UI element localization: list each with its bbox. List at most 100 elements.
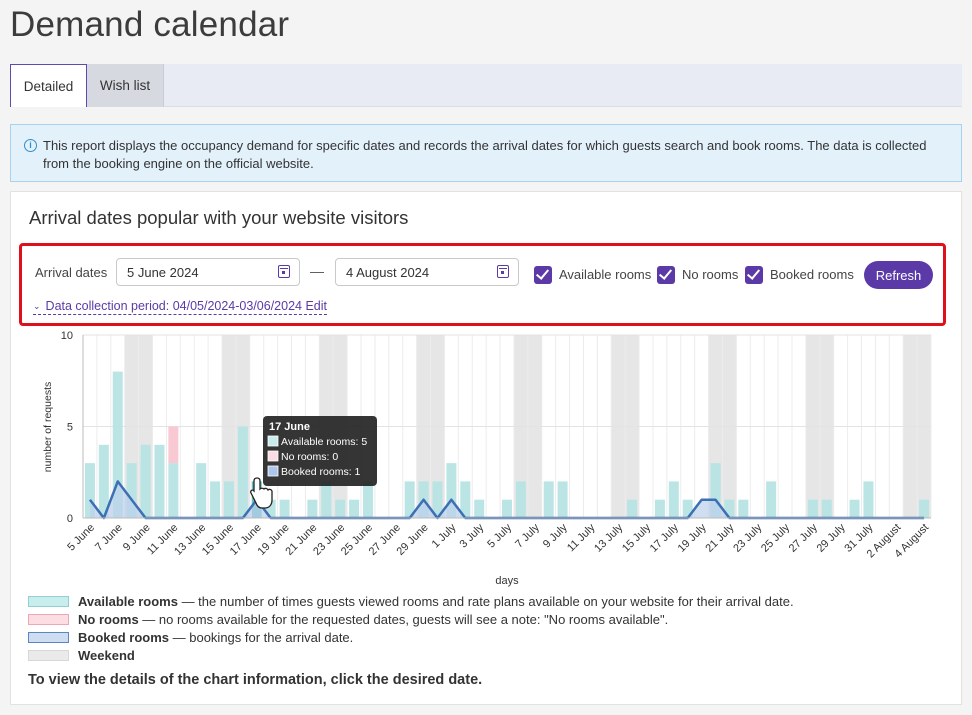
legend-name-no-rooms: No rooms <box>78 612 139 627</box>
bar-available <box>821 499 832 518</box>
bar-available <box>237 426 248 518</box>
bar-available <box>210 481 221 518</box>
booked-rooms-label[interactable]: Booked rooms <box>770 267 854 282</box>
bar-available <box>307 499 318 518</box>
bar-available <box>98 444 109 518</box>
bar-available <box>112 371 123 518</box>
bar-available <box>404 481 415 518</box>
bar-available <box>515 481 526 518</box>
calendar-icon[interactable] <box>497 265 509 278</box>
bar-available <box>196 463 207 518</box>
info-icon: i <box>24 139 37 152</box>
date-from-input[interactable]: 5 June 2024 <box>116 258 300 286</box>
page-title: Demand calendar <box>10 5 290 44</box>
x-tick-label: 1 July <box>430 521 459 550</box>
hand-cursor-shape <box>250 477 273 509</box>
legend-name-available: Available rooms <box>78 594 178 609</box>
bar-available <box>863 481 874 518</box>
bar-available <box>279 499 290 518</box>
bar-available <box>654 499 665 518</box>
x-tick-label: 25 July <box>759 521 792 554</box>
chevron-down-icon: ⌄ <box>33 301 41 311</box>
bar-available <box>446 463 457 518</box>
bar-available <box>501 499 513 518</box>
tooltip-line: Booked rooms: 1 <box>281 466 361 478</box>
tooltip-title: 17 June <box>269 421 310 433</box>
chart-tooltip <box>263 416 377 486</box>
bar-available <box>849 499 860 518</box>
x-tick-label: 29 July <box>815 521 848 554</box>
bar-available <box>223 481 234 518</box>
x-tick-label: 5 July <box>485 521 514 550</box>
legend-swatch-booked <box>28 632 69 643</box>
legend-swatch-weekend <box>28 650 69 661</box>
tab-detailed[interactable]: Detailed <box>10 64 87 107</box>
x-tick-label: 5 June <box>65 522 97 554</box>
data-collection-period-text: Data collection period: 04/05/2024-03/06… <box>45 299 327 313</box>
bar-available <box>335 499 346 518</box>
card-title: Arrival dates popular with your website … <box>29 207 409 228</box>
bar-available <box>265 499 276 518</box>
x-tick-label: 3 July <box>458 521 487 550</box>
no-rooms-label[interactable]: No rooms <box>682 267 739 282</box>
tooltip-swatch <box>267 465 279 477</box>
tooltip-line: No rooms: 0 <box>281 451 338 463</box>
legend-swatch-available <box>28 596 69 607</box>
bar-available <box>154 444 165 518</box>
x-tick-label: 29 June <box>395 522 431 558</box>
bar-available <box>140 444 151 518</box>
calendar-icon[interactable] <box>278 265 290 278</box>
date-to-value: 4 August 2024 <box>346 265 430 280</box>
x-tick-label: 13 July <box>592 521 625 554</box>
bar-available <box>627 499 638 518</box>
bar-available <box>543 481 554 518</box>
bar-available <box>668 481 679 518</box>
x-tick-label: 19 July <box>676 521 709 554</box>
bar-available <box>362 481 373 518</box>
hand-cursor-icon <box>250 477 273 509</box>
available-rooms-checkbox[interactable] <box>534 266 552 284</box>
x-tick-label: 27 July <box>787 521 820 554</box>
legend-name-weekend: Weekend <box>78 648 135 663</box>
bar-available <box>168 463 179 518</box>
refresh-button[interactable]: Refresh <box>864 261 933 289</box>
bar-available <box>126 463 137 518</box>
booked-rooms-checkbox[interactable] <box>745 266 763 284</box>
x-tick-label: 23 July <box>731 521 764 554</box>
booked-area <box>89 481 925 518</box>
x-tick-label: 7 July <box>513 521 542 550</box>
filter-panel: Arrival dates 5 June 2024 — 4 August 202… <box>19 243 946 326</box>
no-rooms-checkbox[interactable] <box>657 266 675 284</box>
y-tick-label: 0 <box>67 513 73 525</box>
bar-available <box>349 499 360 518</box>
bar-available <box>766 481 777 518</box>
info-text: This report displays the occupancy deman… <box>43 138 927 171</box>
bar-available <box>557 481 568 518</box>
bar-available <box>474 499 485 518</box>
tab-bar: Detailed Wish list <box>10 64 962 107</box>
bar-available <box>807 499 818 518</box>
bar-available <box>738 499 749 518</box>
bar-available <box>460 481 471 518</box>
data-collection-period-link[interactable]: ⌄ Data collection period: 04/05/2024-03/0… <box>33 299 327 315</box>
legend-desc-available: — the number of times guests viewed room… <box>177 594 794 609</box>
tooltip-swatch <box>267 435 279 447</box>
legend-name-booked: Booked rooms <box>78 630 170 645</box>
x-axis-title: days <box>495 575 519 587</box>
bar-no-rooms <box>168 426 179 464</box>
date-to-input[interactable]: 4 August 2024 <box>335 258 519 286</box>
bar-available <box>682 499 693 518</box>
arrival-dates-label: Arrival dates <box>35 265 108 280</box>
x-tick-label: 11 July <box>565 521 598 554</box>
available-rooms-label[interactable]: Available rooms <box>559 267 652 282</box>
x-tick-label: 15 July <box>620 521 653 554</box>
x-tick-label: 17 July <box>648 521 681 554</box>
y-tick-label: 10 <box>61 330 73 342</box>
legend-swatch-no-rooms <box>28 614 69 625</box>
tab-wish-list[interactable]: Wish list <box>87 64 164 107</box>
info-banner: i This report displays the occupancy dem… <box>10 124 962 182</box>
y-axis-title: number of requests <box>42 382 54 472</box>
x-tick-label: 21 July <box>703 521 736 554</box>
footer-note: To view the details of the chart informa… <box>28 672 483 688</box>
